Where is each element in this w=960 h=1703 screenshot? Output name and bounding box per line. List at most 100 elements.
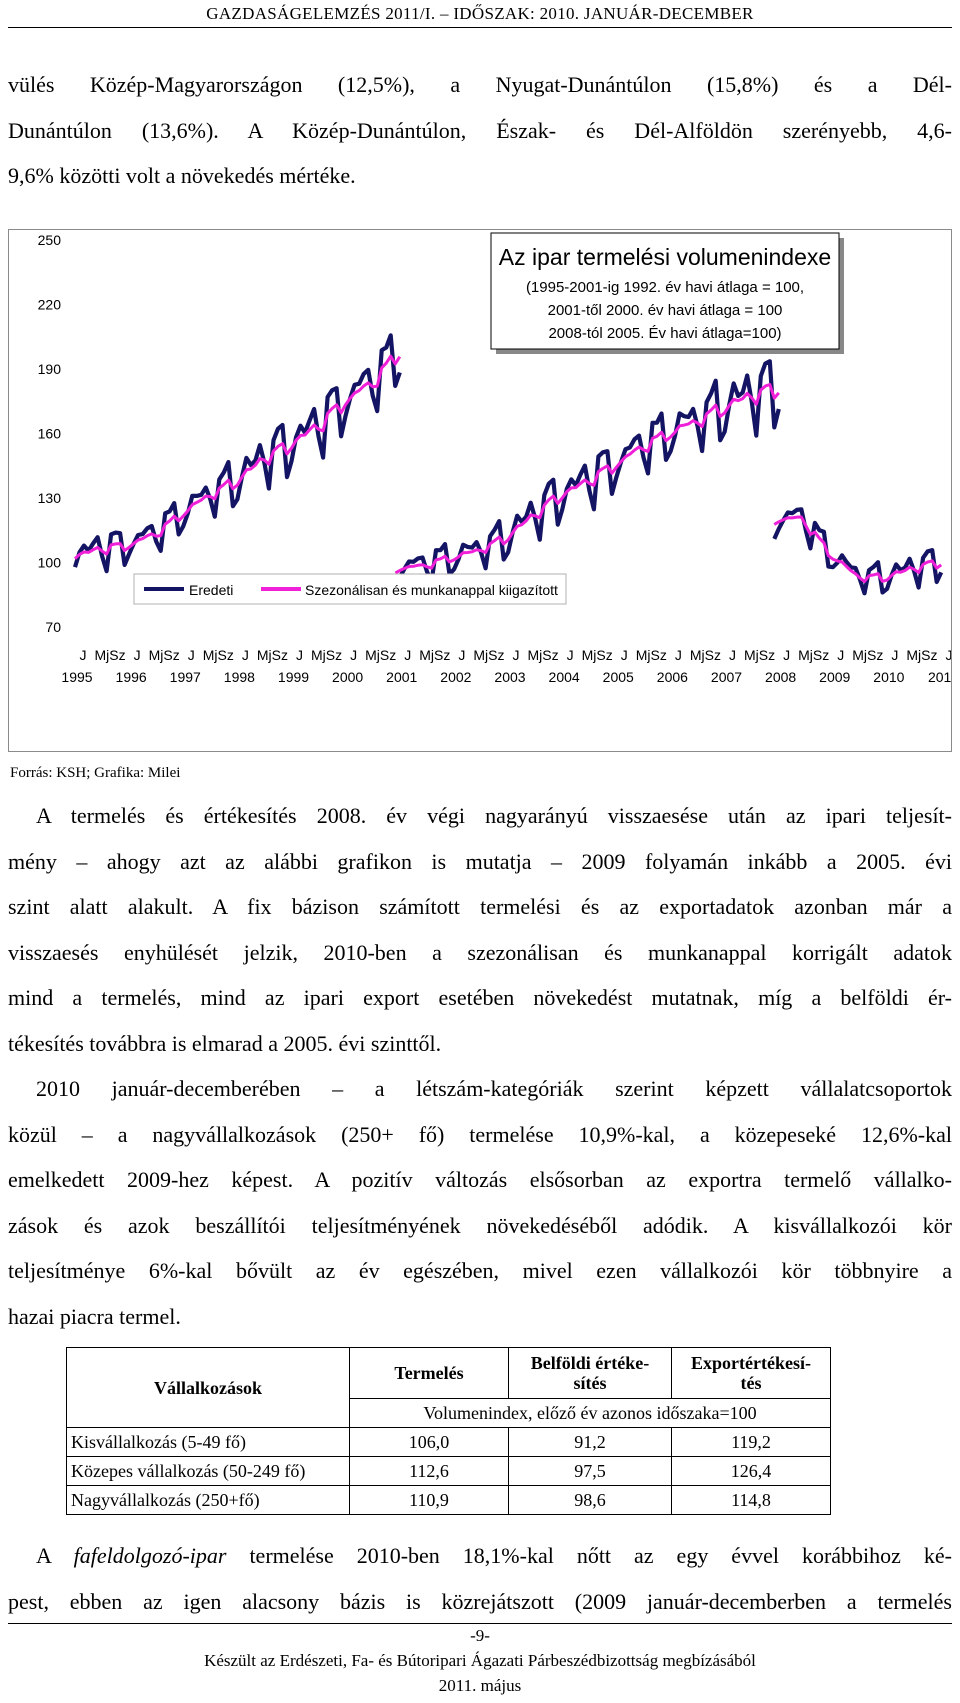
text-line: visszaesés enyhülését jelzik, 2010-ben a… (8, 939, 952, 965)
x-year-label: 2000 (332, 669, 363, 685)
text-line: mind a termelés, mind az ipari export es… (8, 985, 952, 1010)
x-month-label: J (621, 647, 628, 663)
text-line: pest, ebben az igen alacsony bázis is kö… (8, 1588, 952, 1614)
table-header-domestic-sales: Belföldi értéke- sítés (508, 1347, 672, 1399)
x-year-label: 2010 (873, 669, 904, 685)
text-line: mény – ahogy azt az alábbi grafikon is m… (8, 848, 952, 874)
table-row: Közepes vállalkozás (50-249 fő) 112,6 97… (66, 1456, 831, 1486)
series-line-kiigazitott (394, 383, 780, 575)
x-year-label: 1998 (224, 669, 255, 685)
chart-subtitle-line: 2008-tól 2005. Év havi átlaga=100) (548, 325, 781, 342)
x-month-label: MjSz (744, 647, 775, 663)
chart-source-note: Forrás: KSH; Grafika: Milei (10, 765, 181, 781)
x-year-label: 1996 (116, 669, 147, 685)
x-year-label: 2006 (657, 669, 688, 685)
table-cell: 126,4 (671, 1456, 831, 1486)
x-month-label: J (946, 647, 952, 663)
text-line: vülés Közép-Magyarországon (12,5%), a Ny… (8, 72, 952, 97)
series-line-eredeti (393, 359, 781, 588)
y-tick-label: 100 (38, 555, 62, 571)
table-cell: 91,2 (508, 1427, 672, 1457)
x-month-label: MjSz (203, 647, 234, 663)
table-header-export-sales: Exportértékesí- tés (671, 1347, 831, 1399)
chart-subtitle-line: (1995-2001-ig 1992. év havi átlaga = 100… (526, 279, 804, 296)
x-month-label: MjSz (690, 647, 721, 663)
table-header-companies: Vállalkozások (66, 1347, 350, 1428)
x-month-label: J (729, 647, 736, 663)
text-line: zások és azok beszállítói teljesítményén… (8, 1212, 952, 1238)
y-tick-label: 160 (38, 426, 62, 442)
x-month-label: MjSz (257, 647, 288, 663)
x-year-label: 2008 (765, 669, 796, 685)
footer-rule (8, 1623, 952, 1624)
footer-commission-note: Készült az Erdészeti, Fa- és Bútoripari … (204, 1651, 756, 1670)
text-line: teljesítménye 6%-kal bővült az év egészé… (8, 1258, 952, 1283)
table-cell: 110,9 (349, 1485, 509, 1515)
table-cell: 98,6 (508, 1485, 672, 1515)
table-cell: 119,2 (671, 1427, 831, 1457)
table-cell: 106,0 (349, 1427, 509, 1457)
x-month-label: J (134, 647, 141, 663)
table-cell: 114,8 (671, 1485, 831, 1515)
x-year-label: 1999 (278, 669, 309, 685)
y-tick-label: 130 (38, 490, 62, 506)
x-month-label: J (188, 647, 195, 663)
x-month-label: J (837, 647, 844, 663)
text-line: 9,6% közötti volt a növekedés mértéke. (8, 163, 356, 188)
table-cell: 112,6 (349, 1456, 509, 1486)
x-year-label: 2002 (440, 669, 471, 685)
x-month-label: J (350, 647, 357, 663)
x-year-label: 2004 (549, 669, 580, 685)
x-month-label: MjSz (636, 647, 667, 663)
table-row-label: Közepes vállalkozás (50-249 fő) (66, 1456, 350, 1486)
table-row-label: Kisvállalkozás (5-49 fő) (66, 1427, 350, 1457)
title-box (490, 232, 840, 350)
y-tick-label: 250 (38, 232, 62, 248)
legend-label-kiigazitott: Szezonálisan és munkanappal kiigazított (305, 582, 558, 598)
x-month-label: MjSz (798, 647, 829, 663)
text-line: emelkedett 2009-hez képest. A pozitív vá… (8, 1167, 952, 1192)
x-month-label: J (296, 647, 303, 663)
text-line: A termelés és értékesítés 2008. év végi … (36, 803, 952, 828)
series-line-eredeti (772, 507, 944, 596)
table-cell: 97,5 (508, 1456, 672, 1486)
italic-term: fafeldolgozó-ipar (73, 1543, 227, 1568)
chart-title: Az ipar termelési volumenindexe (499, 244, 831, 270)
text-line: közül – a nagyvállalkozások (250+ fő) te… (8, 1121, 952, 1147)
x-year-label: 2003 (494, 669, 525, 685)
series-line-eredeti (72, 333, 402, 574)
y-tick-label: 190 (38, 361, 62, 377)
x-month-label: J (80, 647, 87, 663)
x-month-label: MjSz (95, 647, 126, 663)
x-month-label: MjSz (473, 647, 504, 663)
x-month-label: MjSz (311, 647, 342, 663)
y-tick-label: 70 (45, 619, 61, 635)
x-month-label: MjSz (419, 647, 450, 663)
legend-box (133, 573, 567, 605)
table-row: Nagyvállalkozás (250+fő) 110,9 98,6 114,… (66, 1485, 831, 1515)
x-month-label: J (513, 647, 520, 663)
text-fragment: termelése 2010-ben 18,1%-kal nőtt az egy… (226, 1543, 952, 1568)
intro-paragraph: vülés Közép-Magyarországon (12,5%), a Ny… (8, 62, 952, 199)
x-month-label: J (404, 647, 411, 663)
x-year-label: 2011 (928, 669, 951, 685)
x-year-label: 1995 (61, 669, 92, 685)
x-year-label: 2009 (819, 669, 850, 685)
x-month-label: MjSz (852, 647, 883, 663)
volume-index-table: Vállalkozások Termelés Belföldi értéke- … (66, 1347, 831, 1515)
table-row: Kisvállalkozás (5-49 fő) 106,0 91,2 119,… (66, 1427, 831, 1457)
text-line: Dunántúlon (13,6%). A Közép-Dunántúlon, … (8, 117, 952, 143)
text-line: 2010 január-decemberében – a létszám-kat… (36, 1076, 952, 1101)
text-line: szint alatt alakult. A fix bázison számí… (8, 894, 952, 919)
page-number: -9- (470, 1626, 490, 1645)
footer-date: 2011. május (438, 1676, 522, 1695)
text-fragment: A (36, 1543, 74, 1568)
header-rule (8, 27, 952, 28)
series-line-kiigazitott (73, 354, 402, 560)
x-year-label: 1997 (170, 669, 201, 685)
x-month-label: MjSz (582, 647, 613, 663)
paragraph-production: A termelés és értékesítés 2008. év végi … (8, 793, 952, 1066)
paragraph-wood-industry: A fafeldolgozó-ipar termelése 2010-ben 1… (8, 1533, 952, 1624)
x-month-label: MjSz (365, 647, 396, 663)
text-line: tékesítés továbbra is elmarad a 2005. év… (8, 1030, 442, 1056)
